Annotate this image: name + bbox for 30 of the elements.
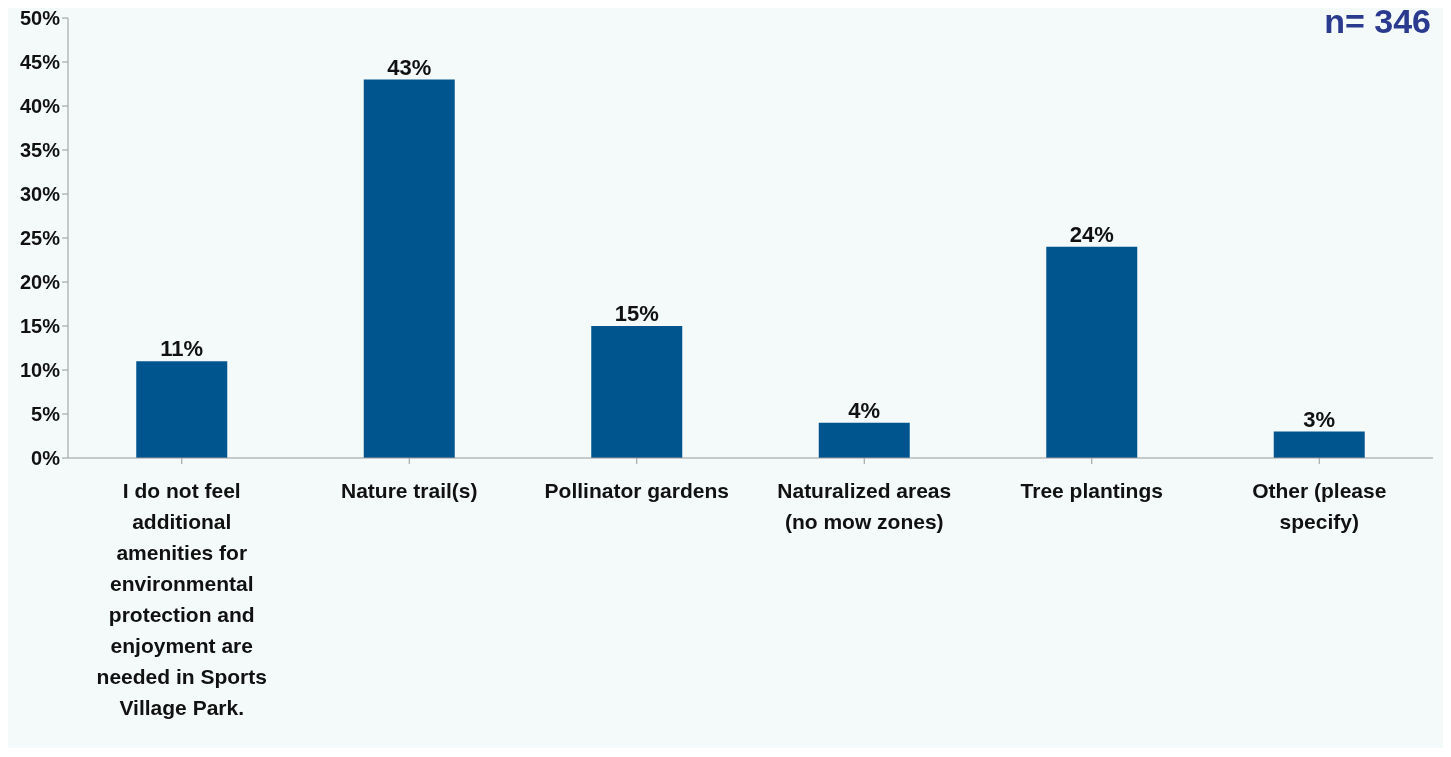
y-tick-label: 45% bbox=[19, 51, 61, 74]
x-tick-label: Pollinator gardens bbox=[544, 479, 729, 502]
bar bbox=[591, 326, 683, 458]
data-label: 24% bbox=[1069, 221, 1114, 247]
data-label: 11% bbox=[160, 336, 204, 362]
x-tick-label: Tree plantings bbox=[1020, 479, 1163, 502]
bar bbox=[1046, 246, 1138, 458]
y-tick-label: 5% bbox=[31, 403, 61, 426]
x-tick-label: Naturalized areas (no mow zones) bbox=[777, 479, 952, 533]
y-tick-label: 25% bbox=[19, 227, 61, 250]
bar bbox=[136, 361, 228, 458]
data-label: 3% bbox=[1303, 406, 1336, 432]
y-tick-label: 0% bbox=[31, 447, 61, 470]
data-label: 43% bbox=[387, 54, 432, 80]
bar bbox=[363, 79, 455, 458]
data-label: 15% bbox=[614, 301, 659, 326]
y-tick-label: 10% bbox=[19, 359, 61, 382]
y-tick-label: 30% bbox=[19, 183, 61, 206]
y-tick-label: 50% bbox=[19, 7, 61, 30]
y-tick-label: 20% bbox=[19, 271, 61, 294]
x-tick-label: Nature trail(s) bbox=[340, 479, 478, 502]
y-tick-label: 35% bbox=[19, 139, 61, 162]
data-label: 4% bbox=[848, 397, 881, 423]
bar bbox=[1273, 431, 1365, 458]
y-tick-label: 15% bbox=[19, 315, 61, 338]
bar bbox=[818, 422, 910, 458]
y-tick-label: 40% bbox=[19, 95, 61, 118]
x-tick-label: I do not feel additional amenities for environmental protection and enjoyment are needed in Sports Village Park. bbox=[96, 479, 267, 719]
x-tick-label: Other (please specify) bbox=[1252, 479, 1387, 533]
annotation: n= 346 bbox=[1324, 2, 1431, 41]
